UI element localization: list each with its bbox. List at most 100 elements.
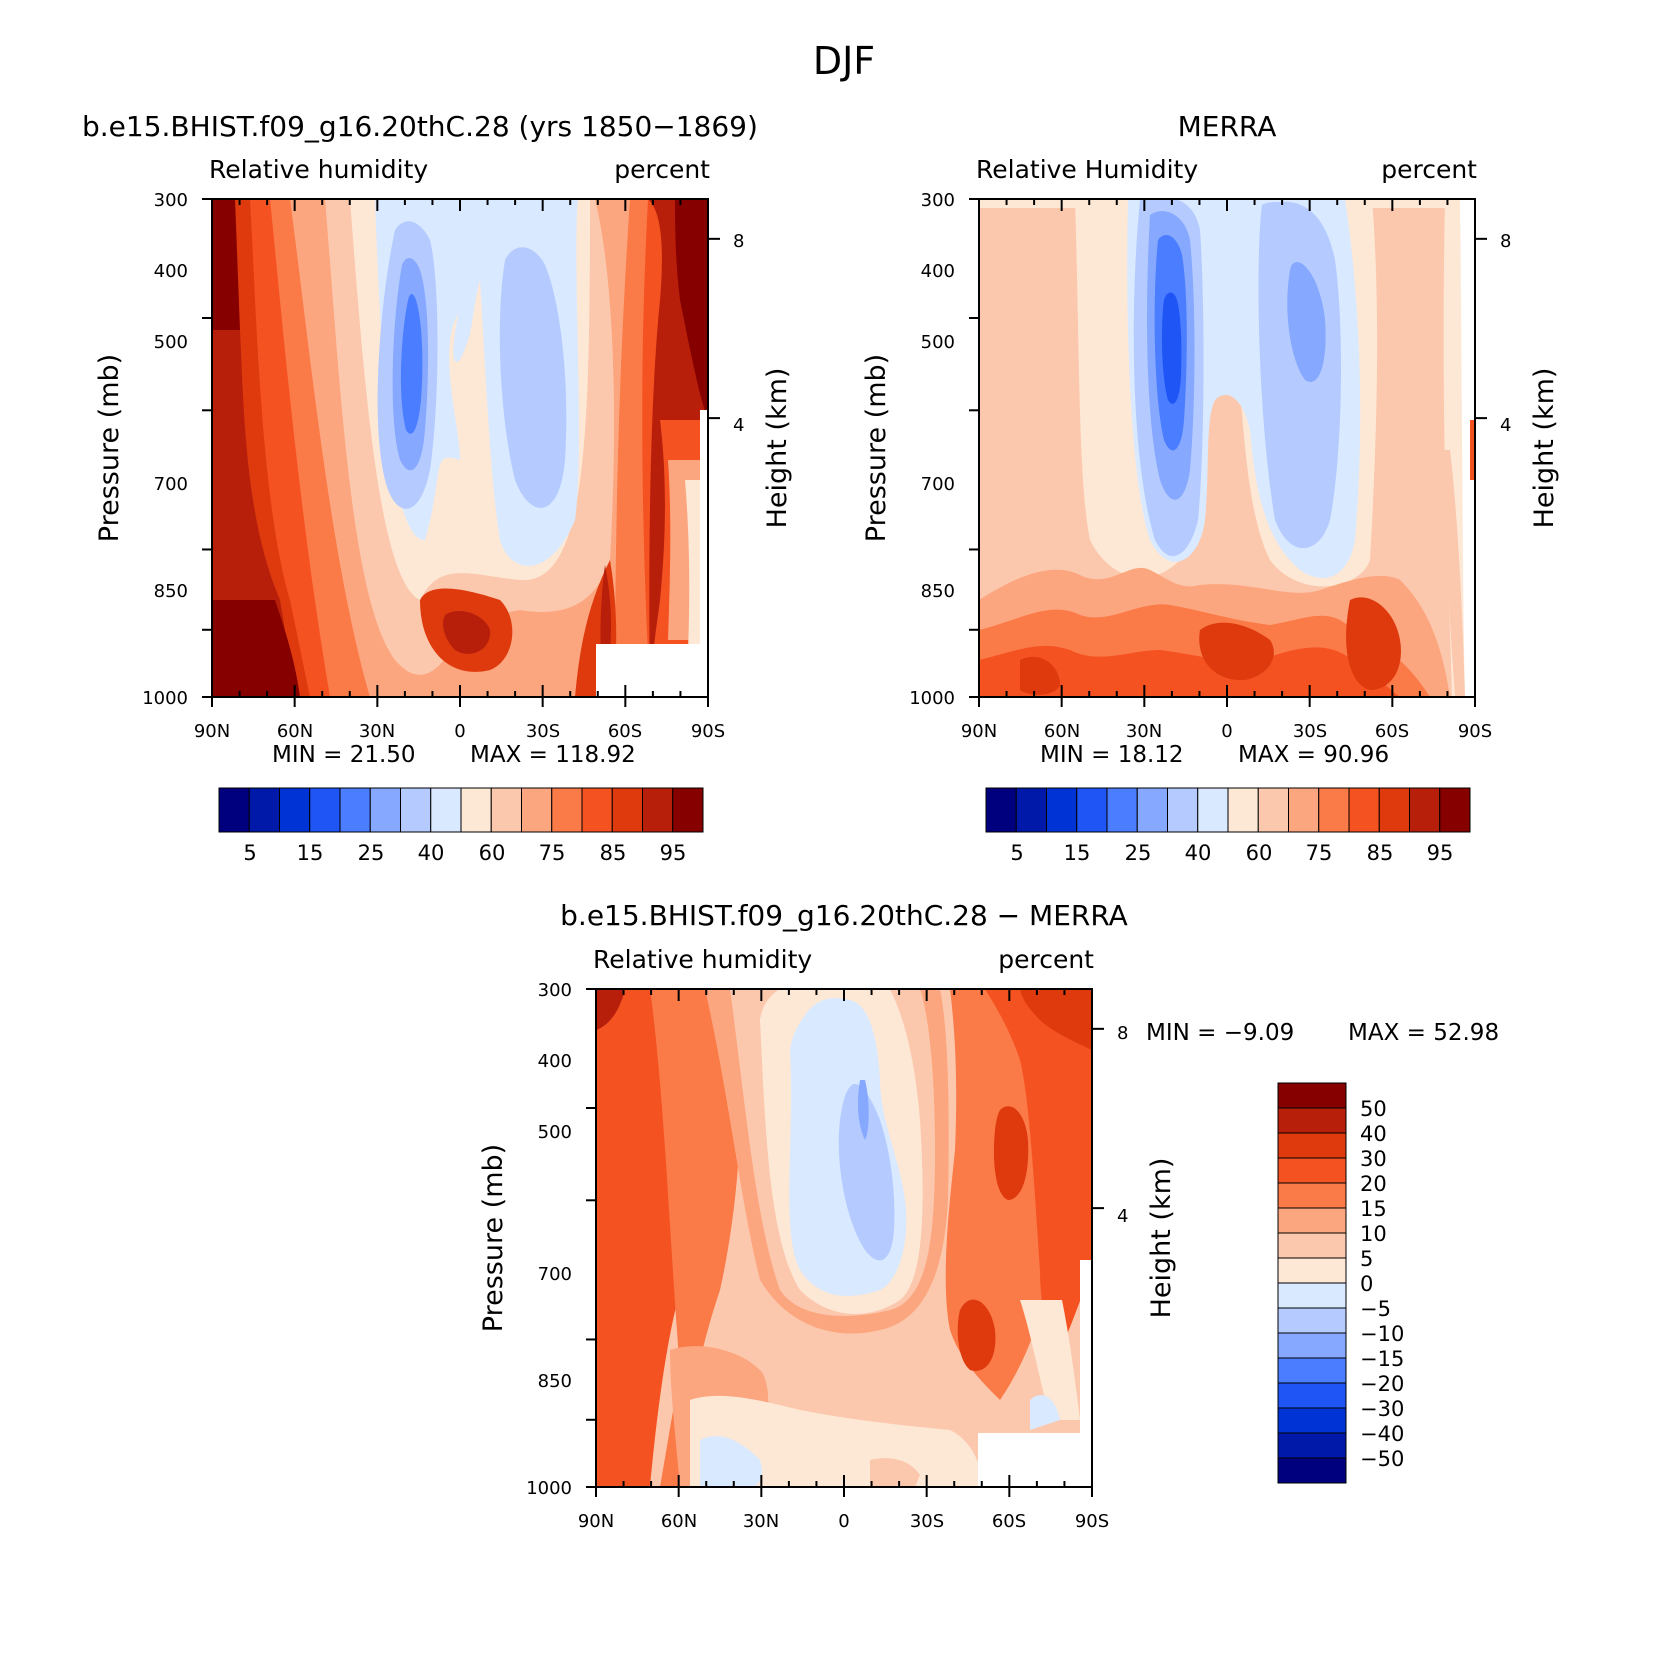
y-tick-label: 300 xyxy=(538,980,572,1001)
colorbar-labels: 5 15 25 40 60 75 85 95 xyxy=(1010,841,1453,865)
y-tick-label: 500 xyxy=(921,332,955,353)
colorbar-swatch xyxy=(1288,787,1320,833)
colorbar-label: −10 xyxy=(1360,1322,1404,1346)
y-tick-label: 500 xyxy=(154,332,188,353)
colorbar-swatch xyxy=(309,787,341,833)
colorbar-label: 0 xyxy=(1360,1272,1373,1296)
colorbar-swatch xyxy=(1277,1082,1347,1109)
x-tick-labels: 90N 60N 30N 0 30S 60S 90S xyxy=(961,721,1492,742)
colorbar-label: 95 xyxy=(660,841,687,865)
colorbar-label: 5 xyxy=(1360,1247,1373,1271)
colorbar-label: −20 xyxy=(1360,1372,1404,1396)
y2-axis-label: Height (km) xyxy=(1146,1158,1177,1319)
panel-title: MERRA xyxy=(1178,110,1277,143)
colorbar-swatch xyxy=(218,787,250,833)
colorbar-swatch xyxy=(1136,787,1168,833)
colorbar-labels: 50 40 30 20 15 10 5 0 −5 −10 −15 −20 −30… xyxy=(1360,1097,1404,1471)
colorbar-label: 15 xyxy=(1360,1197,1387,1221)
x-tick-label: 0 xyxy=(454,721,465,742)
x-tick-label: 0 xyxy=(1221,721,1232,742)
x-tick-label: 90S xyxy=(691,721,725,742)
colorbar-swatch xyxy=(1277,1232,1347,1259)
panel-title: b.e15.BHIST.f09_g16.20thC.28 (yrs 1850−1… xyxy=(82,110,758,143)
colorbar-label: −40 xyxy=(1360,1422,1404,1446)
x-tick-label: 30S xyxy=(526,721,560,742)
contour-field xyxy=(596,989,1092,1487)
colorbar-label: 30 xyxy=(1360,1147,1387,1171)
colorbar-label: 10 xyxy=(1360,1222,1387,1246)
min-value: MIN = −9.09 xyxy=(1146,1020,1294,1046)
colorbar-swatch xyxy=(248,787,280,833)
y2-tick-labels: 8 4 xyxy=(733,231,744,436)
variable-label: Relative humidity xyxy=(593,945,812,974)
x-tick-label: 60S xyxy=(608,721,642,742)
colorbar-swatch xyxy=(490,787,522,833)
x-tick-label: 90S xyxy=(1075,1511,1109,1532)
colorbar-swatch xyxy=(1076,787,1108,833)
x-tick-label: 60S xyxy=(992,1511,1026,1532)
colorbar-label: 20 xyxy=(1360,1172,1387,1196)
x-tick-label: 0 xyxy=(838,1511,849,1532)
colorbar-label: 75 xyxy=(1306,841,1333,865)
y-tick-label: 850 xyxy=(154,581,188,602)
y2-tick-labels: 8 4 xyxy=(1117,1023,1128,1227)
y-tick-label: 700 xyxy=(538,1264,572,1285)
colorbar-swatch xyxy=(1277,1182,1347,1209)
colorbar xyxy=(1277,1082,1347,1484)
x-tick-label: 30N xyxy=(743,1511,779,1532)
y-axis-label: Pressure (mb) xyxy=(94,354,125,542)
colorbar-swatch xyxy=(1277,1382,1347,1409)
colorbar-labels: 5 15 25 40 60 75 85 95 xyxy=(243,841,686,865)
colorbar-label: −50 xyxy=(1360,1447,1404,1471)
y-axis-label: Pressure (mb) xyxy=(861,354,892,542)
y-axis-label: Pressure (mb) xyxy=(478,1144,509,1332)
x-tick-label: 90N xyxy=(961,721,997,742)
colorbar-swatch xyxy=(460,787,492,833)
colorbar-swatch xyxy=(1277,1207,1347,1234)
axis-ticks xyxy=(969,198,1487,707)
y2-axis-label: Height (km) xyxy=(1529,368,1560,529)
colorbar-label: 15 xyxy=(297,841,324,865)
panel-difference: b.e15.BHIST.f09_g16.20thC.28 − MERRA Rel… xyxy=(478,899,1499,1532)
max-value: MAX = 52.98 xyxy=(1348,1020,1499,1046)
y-tick-label: 700 xyxy=(921,474,955,495)
x-tick-label: 60S xyxy=(1375,721,1409,742)
colorbar-swatch xyxy=(1277,1157,1347,1184)
y-tick-label: 500 xyxy=(538,1122,572,1143)
colorbar-swatch xyxy=(1277,1407,1347,1434)
y2-tick-label: 8 xyxy=(1500,231,1511,252)
colorbar xyxy=(985,787,1471,833)
y-tick-label: 1000 xyxy=(909,688,955,709)
y2-tick-labels: 8 4 xyxy=(1500,231,1511,436)
units-label: percent xyxy=(998,945,1094,974)
colorbar-label: −5 xyxy=(1360,1297,1391,1321)
y-tick-label: 850 xyxy=(921,581,955,602)
colorbar-swatch xyxy=(1227,787,1259,833)
colorbar-swatch xyxy=(1277,1132,1347,1159)
x-tick-label: 90N xyxy=(194,721,230,742)
colorbar-swatch xyxy=(611,787,643,833)
colorbar-swatch xyxy=(1106,787,1138,833)
colorbar-swatch xyxy=(1409,787,1441,833)
y-tick-label: 300 xyxy=(921,190,955,211)
y-tick-labels: 300 400 500 700 850 1000 xyxy=(909,190,955,709)
colorbar-swatch xyxy=(1277,1457,1347,1484)
y2-tick-label: 8 xyxy=(1117,1023,1128,1044)
axis-ticks xyxy=(586,988,1104,1497)
colorbar-label: 50 xyxy=(1360,1097,1387,1121)
x-tick-label: 60N xyxy=(661,1511,697,1532)
y-tick-labels: 300 400 500 700 850 1000 xyxy=(142,190,188,709)
colorbar-swatch xyxy=(1277,1282,1347,1309)
colorbar-swatch xyxy=(1378,787,1410,833)
x-tick-label: 60N xyxy=(277,721,313,742)
y-tick-label: 1000 xyxy=(526,1478,572,1499)
colorbar-swatch xyxy=(1197,787,1229,833)
colorbar-label: 95 xyxy=(1427,841,1454,865)
colorbar-swatch xyxy=(369,787,401,833)
y-tick-label: 1000 xyxy=(142,688,188,709)
colorbar-label: 5 xyxy=(243,841,256,865)
colorbar-label: 5 xyxy=(1010,841,1023,865)
panel-title: b.e15.BHIST.f09_g16.20thC.28 − MERRA xyxy=(560,899,1128,932)
variable-label: Relative humidity xyxy=(209,155,428,184)
